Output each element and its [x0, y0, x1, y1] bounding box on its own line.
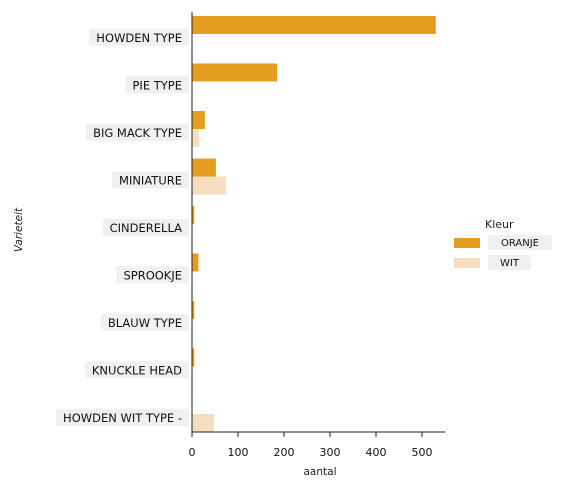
category-label-bg — [116, 266, 189, 284]
bar-wit — [192, 176, 227, 195]
bar-oranje — [192, 158, 216, 177]
x-tick-label: 200 — [274, 446, 295, 459]
x-tick-label: 100 — [228, 446, 249, 459]
bar-oranje — [192, 16, 436, 34]
bar-wit — [192, 129, 200, 147]
y-axis-title: Varieteit — [13, 207, 25, 252]
category-label-bg — [100, 313, 189, 331]
legend-swatch-oranje — [454, 238, 480, 248]
bar-wit — [192, 414, 215, 432]
category-label-group: HOWDEN WIT TYPE - — [56, 408, 189, 426]
category-label: SPROOKJE — [123, 268, 182, 282]
category-label-group: SPROOKJE — [116, 266, 189, 284]
category-label-group: BLAUW TYPE — [100, 313, 189, 331]
category-label-bg — [84, 361, 189, 379]
category-label: CINDERELLA — [110, 221, 182, 235]
legend-swatch-wit — [454, 258, 480, 268]
bar-oranje — [192, 348, 195, 367]
category-label-bg — [86, 123, 189, 141]
x-axis: 0 100 200 300 400 500 — [189, 12, 445, 459]
category-label-bg — [56, 408, 189, 426]
x-tick-label: 400 — [366, 446, 387, 459]
legend-label-bg — [488, 255, 531, 270]
category-label: BLAUW TYPE — [108, 316, 182, 330]
category-label-group: KNUCKLE HEAD — [84, 361, 189, 379]
category-label-group: PIE TYPE — [125, 76, 189, 94]
legend-label: ORANJE — [501, 238, 539, 249]
category-label-group: CINDERELLA — [102, 218, 189, 236]
category-label-group: MINIATURE — [112, 171, 189, 189]
category-label-bg — [89, 28, 189, 46]
legend-label: WIT — [500, 258, 520, 269]
x-tick-label: 500 — [412, 446, 433, 459]
category-label-group: HOWDEN TYPE — [89, 28, 189, 46]
bar-oranje — [192, 63, 278, 82]
x-tick-label: 300 — [320, 446, 341, 459]
category-label-bg — [112, 171, 189, 189]
category-label: KNUCKLE HEAD — [92, 363, 182, 377]
category-label: MINIATURE — [119, 173, 182, 187]
category-label-bg — [125, 76, 189, 94]
x-tick-label: 0 — [189, 446, 196, 459]
category-label: HOWDEN WIT TYPE - — [63, 411, 182, 425]
bar-oranje — [192, 111, 205, 129]
legend: Kleur ORANJE WIT — [454, 218, 552, 270]
bar-oranje — [192, 206, 195, 224]
category-label-group: BIG MACK TYPE — [86, 123, 189, 141]
category-label: HOWDEN TYPE — [96, 31, 182, 45]
category-labels: HOWDEN TYPE PIE TYPE BIG MACK TYPE MINIATUR… — [56, 28, 189, 426]
legend-title: Kleur — [485, 218, 514, 231]
category-label: BIG MACK TYPE — [93, 126, 182, 140]
legend-label-bg — [488, 235, 552, 250]
bars — [192, 16, 436, 432]
bar-oranje — [192, 253, 199, 272]
bar-oranje — [192, 301, 195, 319]
x-axis-title: aantal — [304, 466, 337, 478]
category-label-bg — [102, 218, 189, 236]
category-label: PIE TYPE — [133, 78, 183, 92]
